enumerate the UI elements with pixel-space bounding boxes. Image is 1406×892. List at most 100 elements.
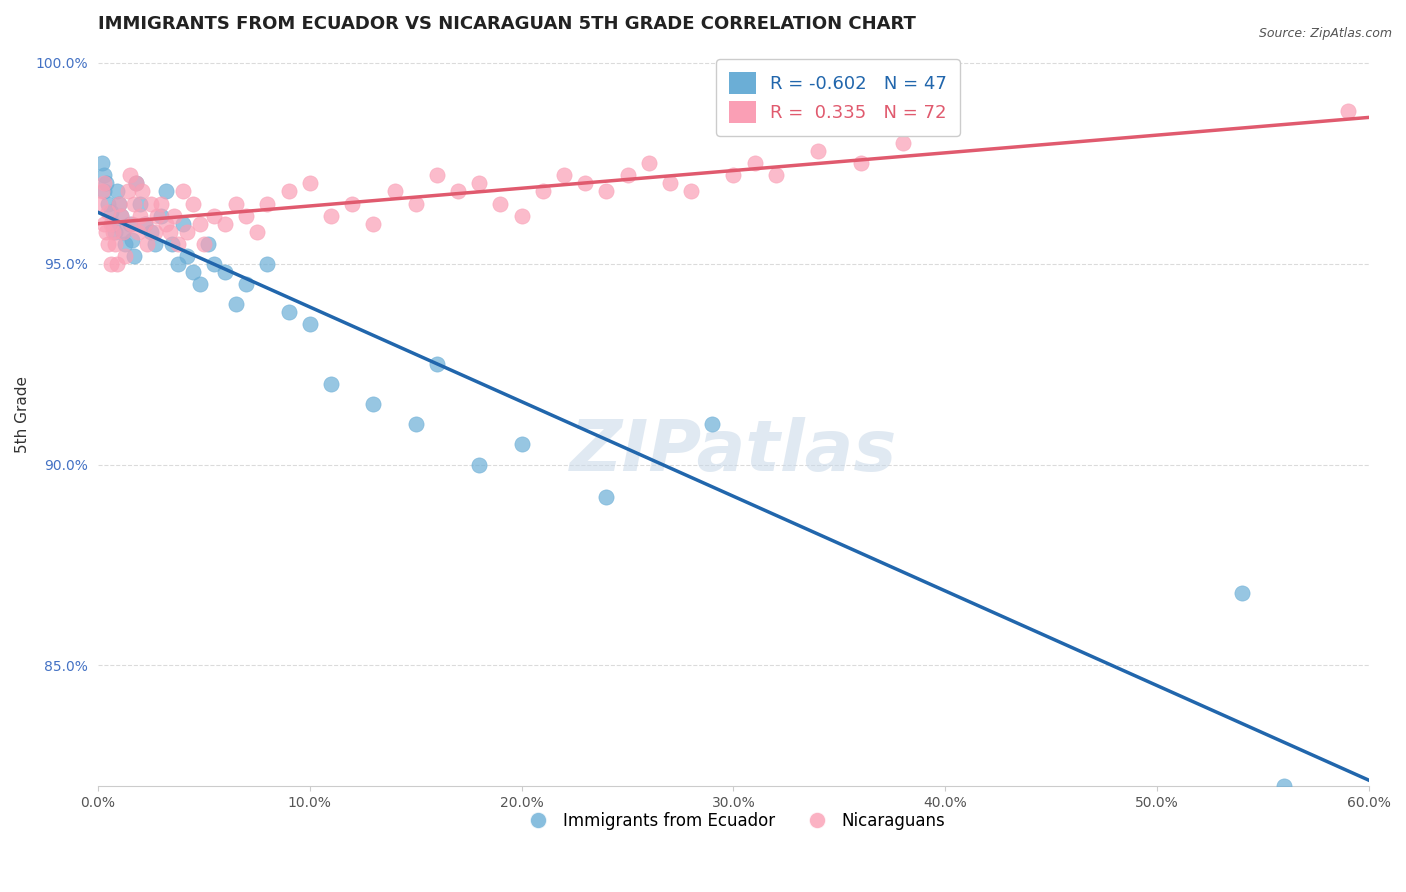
Point (143, 225, 166, 239)
Point (122, 196, 145, 211)
Point (363, 397, 385, 411)
Point (108, 196, 131, 211)
Point (723, 169, 745, 183)
Point (167, 236, 190, 251)
Point (155, 217, 177, 231)
Point (574, 177, 596, 191)
Point (101, 217, 124, 231)
Point (531, 185, 554, 199)
Point (363, 217, 385, 231)
Point (135, 236, 157, 251)
Point (150, 209, 173, 223)
Point (214, 217, 236, 231)
Point (93, 217, 115, 231)
Point (122, 249, 145, 263)
Point (637, 156, 659, 170)
Point (181, 196, 204, 211)
Point (110, 209, 132, 223)
Point (246, 225, 269, 239)
Point (765, 169, 787, 183)
Point (139, 225, 162, 239)
Point (214, 265, 236, 279)
Point (114, 236, 136, 251)
Point (225, 297, 247, 311)
Point (100, 204, 122, 219)
Point (510, 437, 533, 451)
Text: Source: ZipAtlas.com: Source: ZipAtlas.com (1258, 27, 1392, 40)
Point (277, 305, 299, 319)
Point (256, 196, 278, 211)
Point (93, 169, 115, 183)
Point (125, 177, 148, 191)
Point (595, 490, 617, 504)
Point (96, 225, 118, 239)
Point (616, 169, 638, 183)
Point (468, 458, 491, 472)
Point (110, 209, 132, 223)
Point (97, 204, 120, 219)
Point (319, 209, 342, 223)
Point (658, 177, 681, 191)
Point (131, 185, 153, 199)
Point (744, 156, 766, 170)
Point (197, 236, 219, 251)
Point (97, 236, 120, 251)
Point (127, 225, 149, 239)
Point (139, 196, 162, 211)
Point (112, 225, 135, 239)
Point (256, 257, 278, 271)
Text: ZIPatlas: ZIPatlas (569, 417, 897, 486)
Point (447, 185, 470, 199)
Point (298, 317, 321, 331)
Point (134, 217, 156, 231)
Point (553, 169, 575, 183)
Point (143, 236, 166, 251)
Point (235, 209, 257, 223)
Point (97, 196, 120, 211)
Point (426, 357, 449, 371)
Point (176, 249, 198, 263)
Point (146, 209, 169, 223)
Point (121, 217, 143, 231)
Point (340, 196, 363, 211)
Point (159, 225, 181, 239)
Legend: Immigrants from Ecuador, Nicaraguans: Immigrants from Ecuador, Nicaraguans (515, 805, 952, 837)
Point (118, 217, 141, 231)
Point (225, 196, 247, 211)
Text: IMMIGRANTS FROM ECUADOR VS NICARAGUAN 5TH GRADE CORRELATION CHART: IMMIGRANTS FROM ECUADOR VS NICARAGUAN 5T… (98, 15, 915, 33)
Point (101, 225, 124, 239)
Point (172, 217, 194, 231)
Point (468, 177, 491, 191)
Point (702, 417, 724, 432)
Point (93, 185, 115, 199)
Point (155, 185, 177, 199)
Point (235, 277, 257, 291)
Point (1337, 104, 1360, 119)
Point (91, 185, 114, 199)
Point (181, 265, 204, 279)
Point (91, 156, 114, 170)
Point (405, 417, 427, 432)
Point (510, 209, 533, 223)
Point (117, 185, 139, 199)
Point (129, 209, 152, 223)
Point (595, 185, 617, 199)
Point (125, 177, 148, 191)
Point (167, 257, 190, 271)
Point (188, 277, 211, 291)
Point (204, 209, 226, 223)
Point (277, 185, 299, 199)
Y-axis label: 5th Grade: 5th Grade (15, 376, 30, 453)
Point (193, 236, 215, 251)
Point (112, 225, 135, 239)
Point (849, 156, 872, 170)
Point (807, 145, 830, 159)
Point (1272, 779, 1295, 793)
Point (129, 196, 152, 211)
Point (100, 217, 122, 231)
Point (93, 177, 115, 191)
Point (384, 185, 406, 199)
Point (298, 177, 321, 191)
Point (319, 377, 342, 392)
Point (160, 236, 183, 251)
